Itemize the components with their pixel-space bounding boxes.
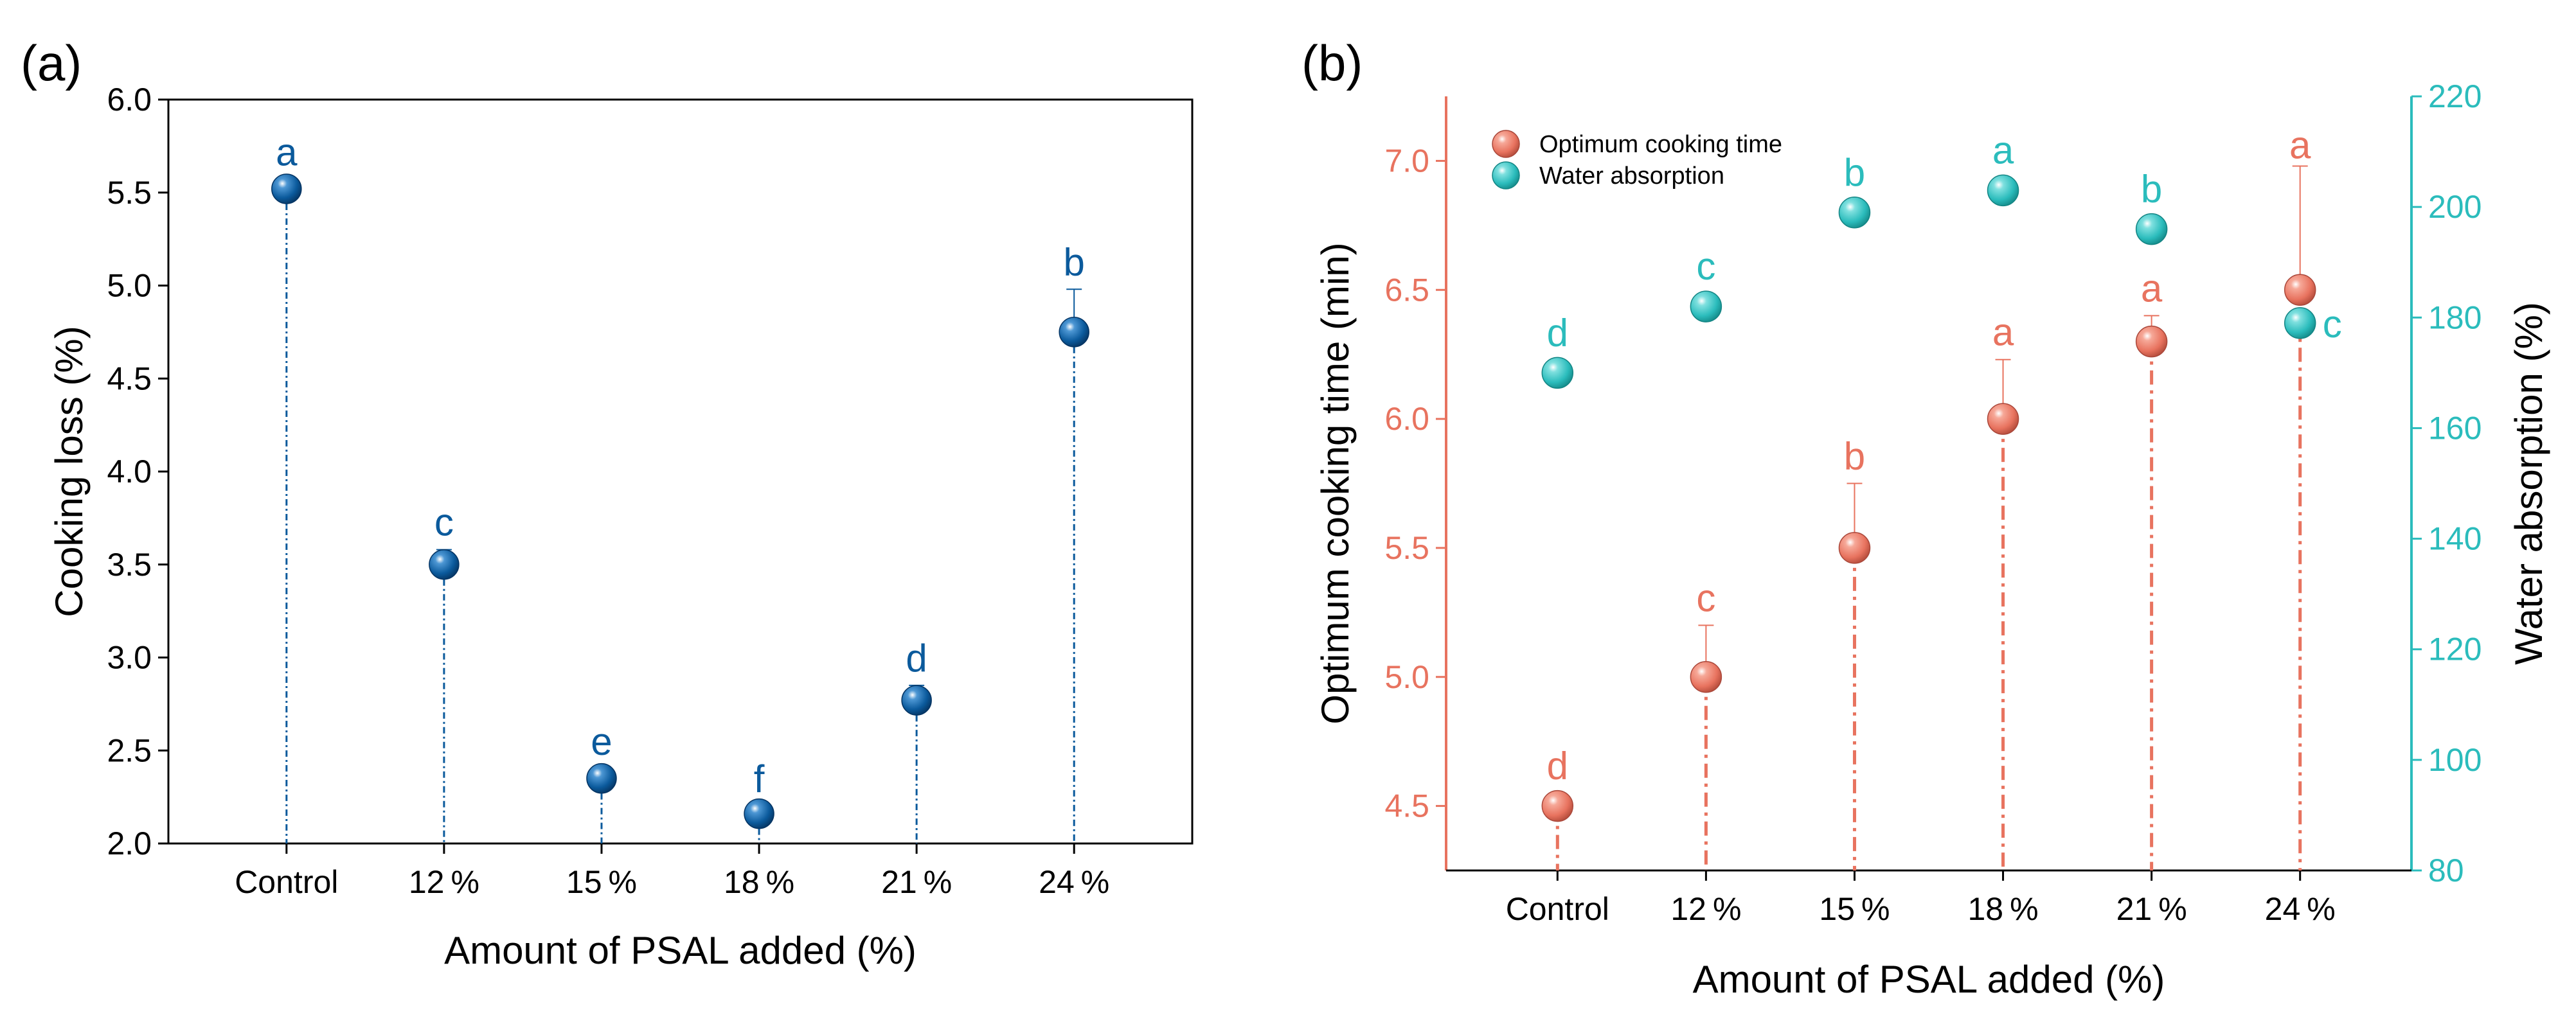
significance-letter-water-absorption: c — [2323, 303, 2342, 346]
right-y-tick-label: 100 — [2428, 742, 2482, 778]
left-y-tick-label: 6.5 — [1384, 272, 1429, 308]
x-tick-label: 21 % — [2116, 891, 2187, 927]
right-y-tick-label: 160 — [2428, 410, 2482, 446]
x-axis-title: Amount of PSAL added (%) — [444, 929, 917, 972]
data-point-water-absorption — [1987, 174, 2019, 207]
significance-letter: e — [591, 720, 612, 763]
panel-a-chart: 2.0 2.5 3.0 3.5 4.0 4.5 5.0 5.5 6.0 Control 12 % 15… — [48, 82, 1194, 972]
significance-letter-water-absorption: c — [1696, 245, 1715, 288]
x-tick-label: 21 % — [881, 864, 952, 900]
significance-letter-cooking-time: d — [1547, 745, 1568, 788]
panel-b-chart: 4.5 5.0 5.5 6.0 6.5 7.0 80 100 120 140 160 180 200 22… — [1314, 78, 2550, 1001]
plot-frame — [167, 98, 1194, 845]
data-point — [429, 549, 460, 580]
data-point-water-absorption — [2135, 213, 2168, 245]
right-y-tick-label: 220 — [2428, 78, 2482, 114]
x-tick-label: 15 % — [1819, 891, 1890, 927]
data-point — [744, 798, 774, 829]
legend-marker-cooking-time — [1492, 130, 1520, 158]
x-axis-title: Amount of PSAL added (%) — [1693, 958, 2165, 1001]
y-tick-label: 6.0 — [107, 82, 152, 118]
data-point-cooking-time — [1987, 403, 2019, 435]
x-tick-label: 18 % — [1967, 891, 2038, 927]
significance-letter: d — [906, 637, 927, 680]
data-point-water-absorption — [1838, 197, 1871, 229]
y-axis-title: Cooking loss (%) — [48, 326, 91, 617]
left-y-tick-label: 5.5 — [1384, 530, 1429, 566]
data-point — [901, 685, 932, 716]
significance-letter: a — [276, 130, 298, 173]
significance-letter-cooking-time: c — [1696, 576, 1715, 619]
significance-letter: c — [434, 501, 454, 544]
data-point-cooking-time — [1838, 532, 1871, 564]
significance-letter-cooking-time: a — [2141, 267, 2163, 310]
right-y-tick-label: 180 — [2428, 299, 2482, 335]
legend-marker-water-absorption — [1492, 161, 1520, 190]
data-point — [271, 173, 302, 204]
right-y-tick-label: 140 — [2428, 521, 2482, 557]
data-point — [1059, 317, 1089, 348]
legend-label-cooking-time: Optimum cooking time — [1539, 131, 1782, 158]
significance-letter-water-absorption: d — [1547, 311, 1568, 354]
right-y-tick-label: 80 — [2428, 852, 2464, 888]
x-tick-label: 24 % — [1039, 864, 1109, 900]
significance-letter: b — [1064, 240, 1085, 283]
significance-letter-water-absorption: b — [1844, 151, 1865, 194]
left-y-tick-label: 4.5 — [1384, 788, 1429, 824]
right-y-axis-title: Water absorption (%) — [2507, 302, 2550, 665]
x-tick-label: Control — [235, 864, 338, 900]
y-tick-label: 4.5 — [107, 360, 152, 396]
x-tick-label: 18 % — [724, 864, 794, 900]
data-point-water-absorption — [2284, 307, 2316, 339]
data-point-water-absorption — [1541, 357, 1574, 389]
x-tick-label: Control — [1506, 891, 1609, 927]
y-tick-label: 5.0 — [107, 268, 152, 304]
panel-b-label: (b) — [1301, 35, 1363, 91]
data-point-cooking-time — [1690, 661, 1722, 693]
left-y-axis-title: Optimum cooking time (min) — [1314, 242, 1357, 724]
panel-a-label: (a) — [21, 35, 82, 91]
significance-letter-water-absorption: a — [1992, 128, 2014, 172]
significance-letter-cooking-time: b — [1844, 435, 1865, 478]
significance-letter: f — [754, 757, 765, 800]
left-y-tick-label: 7.0 — [1384, 143, 1429, 179]
significance-letter-cooking-time: a — [2289, 123, 2311, 166]
y-tick-label: 3.5 — [107, 547, 152, 583]
right-y-tick-label: 120 — [2428, 631, 2482, 667]
y-tick-label: 2.5 — [107, 732, 152, 768]
y-tick-label: 2.0 — [107, 825, 152, 861]
legend-label-water-absorption: Water absorption — [1539, 163, 1724, 190]
data-point — [586, 763, 617, 794]
x-tick-label: 24 % — [2265, 891, 2336, 927]
x-tick-label: 12 % — [409, 864, 479, 900]
data-point-cooking-time — [2135, 325, 2168, 358]
significance-letter-water-absorption: b — [2141, 168, 2162, 211]
x-tick-label: 12 % — [1670, 891, 1741, 927]
right-y-tick-label: 200 — [2428, 189, 2482, 225]
y-tick-label: 5.5 — [107, 175, 152, 211]
data-point-cooking-time — [2284, 274, 2316, 306]
significance-letter-cooking-time: a — [1992, 311, 2014, 354]
left-y-tick-label: 6.0 — [1384, 401, 1429, 437]
x-tick-label: 15 % — [566, 864, 637, 900]
y-tick-label: 3.0 — [107, 640, 152, 676]
left-y-tick-label: 5.0 — [1384, 659, 1429, 695]
data-point-cooking-time — [1541, 790, 1574, 822]
y-tick-label: 4.0 — [107, 454, 152, 490]
data-point-water-absorption — [1690, 290, 1722, 322]
